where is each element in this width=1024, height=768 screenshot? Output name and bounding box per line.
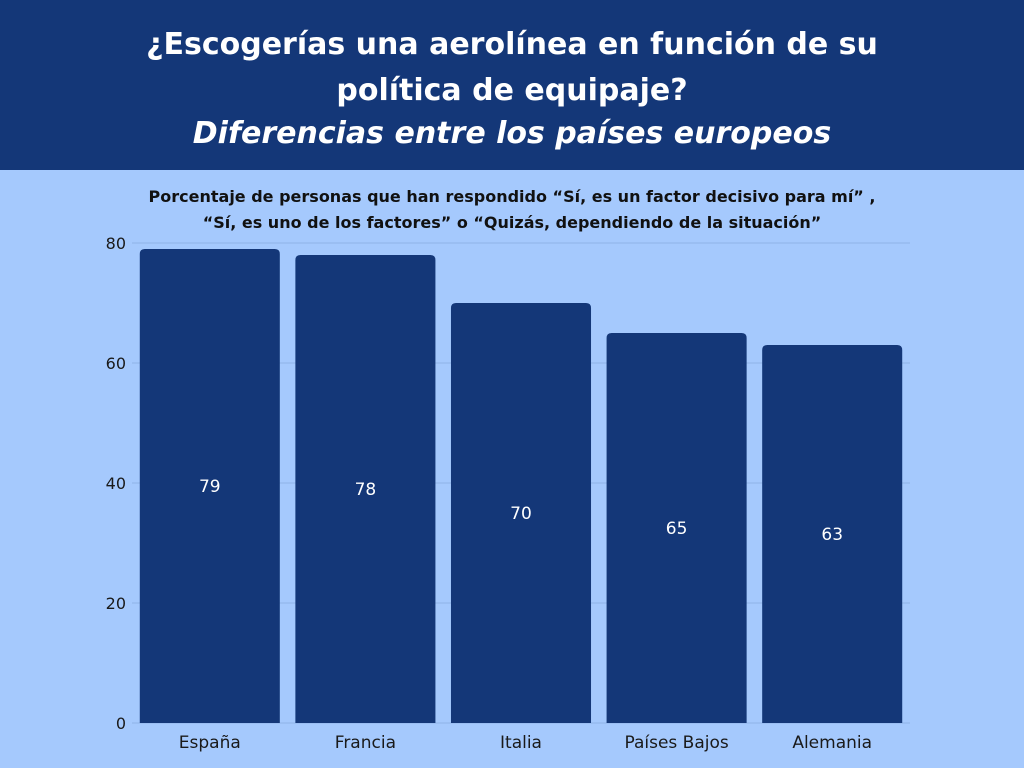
y-tick-label: 20 xyxy=(106,594,126,613)
chart-title-line-2: “Sí, es uno de los factores” o “Quizás, … xyxy=(202,213,822,232)
chart-title: Porcentaje de personas que han respondid… xyxy=(0,184,1024,236)
bar xyxy=(450,303,592,723)
bar-value-label: 70 xyxy=(510,504,532,524)
x-category-label: España xyxy=(179,733,241,753)
bar-value-label: 65 xyxy=(666,519,688,539)
x-category-label: Francia xyxy=(335,733,396,753)
bar xyxy=(606,333,747,723)
header-banner: ¿Escogerías una aerolínea en función de … xyxy=(0,0,1024,170)
title-line-2: política de equipaje? xyxy=(336,73,688,108)
main-title: ¿Escogerías una aerolínea en función de … xyxy=(0,22,1024,114)
bar-value-label: 78 xyxy=(355,480,377,500)
y-tick-label: 0 xyxy=(116,714,126,733)
x-category-label: Italia xyxy=(500,733,542,753)
bar-value-label: 79 xyxy=(199,477,221,497)
x-category-label: Países Bajos xyxy=(624,733,728,753)
bar xyxy=(762,345,903,723)
bar xyxy=(295,255,436,723)
title-line-1: ¿Escogerías una aerolínea en función de … xyxy=(146,27,878,62)
y-tick-label: 80 xyxy=(106,234,126,253)
title-italic: Diferencias entre los países europeos xyxy=(192,116,832,151)
bar-value-label: 63 xyxy=(821,525,843,545)
y-tick-label: 40 xyxy=(106,474,126,493)
bar xyxy=(139,249,280,723)
x-category-label: Alemania xyxy=(792,733,872,753)
y-tick-label: 60 xyxy=(106,354,126,373)
chart-title-line-1: Porcentaje de personas que han respondid… xyxy=(148,187,876,206)
